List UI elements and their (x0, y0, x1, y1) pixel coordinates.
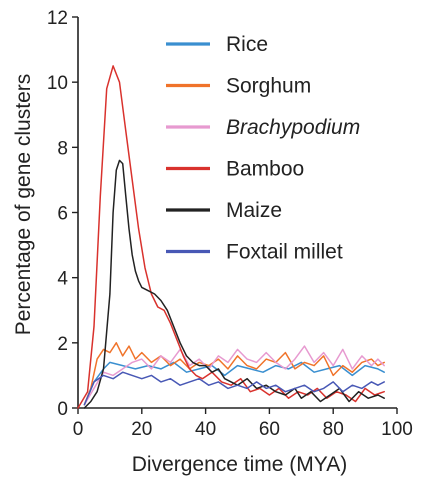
x-tick-label: 80 (323, 419, 344, 440)
series-line-rice (83, 361, 385, 406)
legend: Rice Sorghum Brachypodium Bamboo Maize Foxtai… (166, 33, 360, 264)
series-layer (77, 65, 385, 409)
series-line-sorghum (83, 342, 385, 406)
legend-label-foxtail-millet: Foxtail millet (226, 241, 343, 264)
legend-label-maize: Maize (226, 199, 282, 222)
legend-label-brachypodium: Brachypodium (226, 116, 360, 139)
x-tick-label: 0 (73, 419, 84, 440)
series-line-maize (83, 159, 385, 409)
y-tick-label: 10 (47, 73, 68, 94)
axes: 0 2 4 6 8 10 12 0 20 40 60 80 100 Divergence time (MY… (12, 8, 413, 476)
y-tick-label: 12 (47, 8, 68, 29)
x-tick-label: 100 (381, 419, 413, 440)
series-line-brachypodium (83, 345, 385, 406)
legend-label-sorghum: Sorghum (226, 75, 311, 98)
y-tick-label: 2 (57, 334, 68, 355)
x-axis-title: Divergence time (MYA) (132, 453, 348, 476)
series-line-bamboo (77, 65, 385, 409)
x-tick-label: 20 (131, 419, 152, 440)
x-tick-label: 60 (259, 419, 280, 440)
x-tick-label: 40 (195, 419, 216, 440)
y-axis-title: Percentage of gene clusters (12, 74, 35, 336)
series-line-foxtail-millet (83, 371, 385, 406)
legend-label-bamboo: Bamboo (226, 158, 304, 181)
y-tick-label: 6 (57, 204, 68, 225)
y-tick-label: 4 (57, 269, 68, 290)
y-tick-label: 0 (57, 399, 68, 420)
legend-label-rice: Rice (226, 33, 268, 56)
y-tick-label: 8 (57, 138, 68, 159)
